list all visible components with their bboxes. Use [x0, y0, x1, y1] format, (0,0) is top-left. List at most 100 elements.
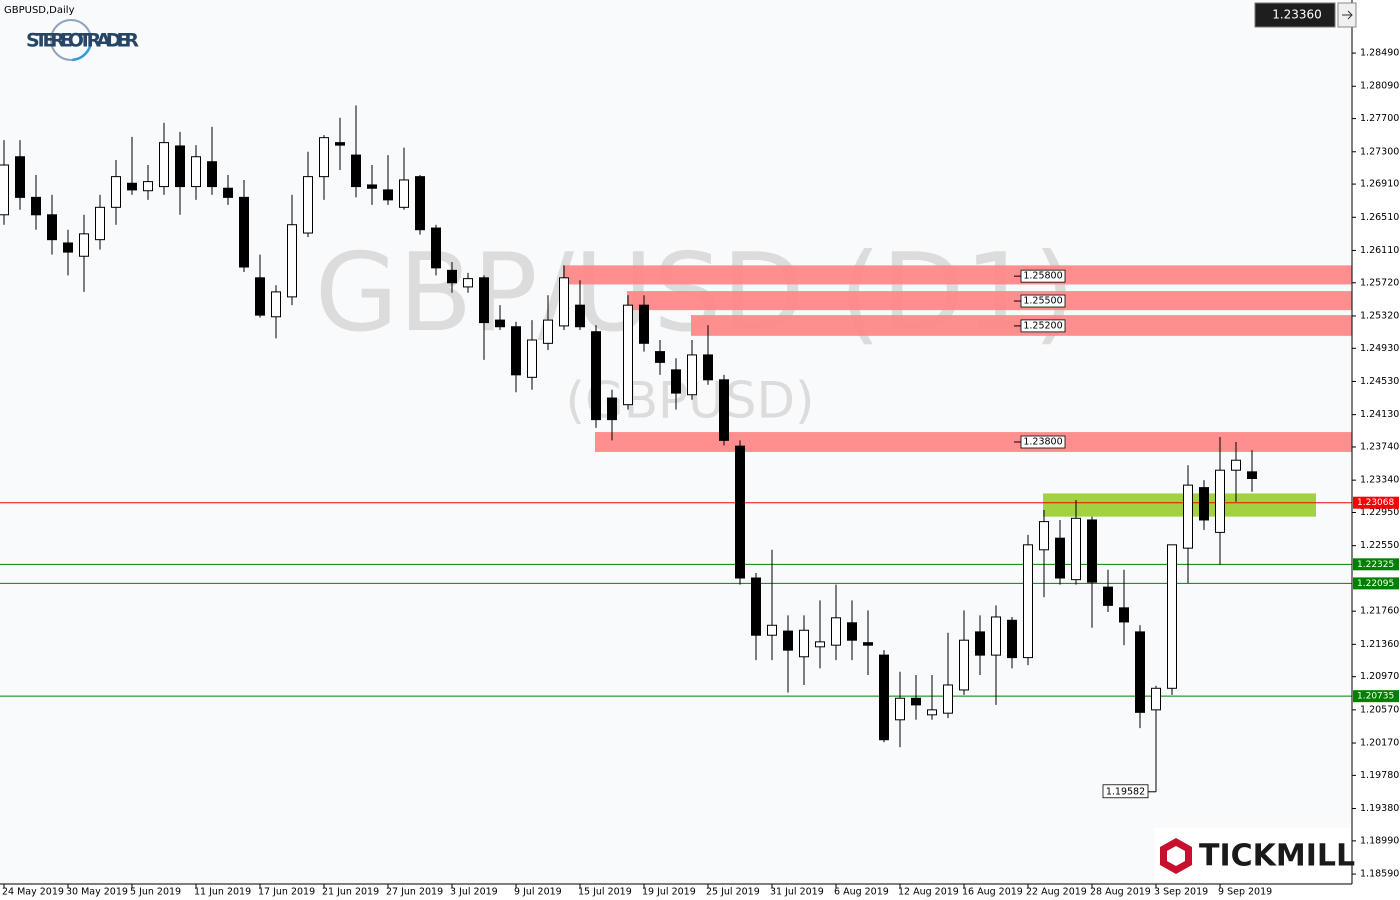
x-tick-label: 11 Jun 2019 [194, 887, 251, 898]
level-label: 1.20735 [1357, 692, 1394, 702]
y-tick-label: 1.23740 [1360, 441, 1399, 452]
candle-body [527, 339, 537, 378]
candle-body [1103, 586, 1113, 606]
candle-body [31, 196, 41, 216]
y-tick-label: 1.22950 [1360, 507, 1399, 518]
candle-body [335, 142, 345, 146]
x-tick-label: 19 Jul 2019 [642, 887, 696, 898]
zone-label: 1.23800 [1023, 437, 1062, 448]
y-tick-label: 1.21760 [1360, 606, 1399, 617]
zone [1043, 493, 1316, 517]
candle-body [479, 277, 489, 324]
candle-body [799, 629, 809, 658]
candle-body [415, 176, 425, 231]
x-tick-label: 31 Jul 2019 [770, 887, 824, 898]
y-tick-label: 1.26110 [1360, 245, 1399, 256]
candle-body [399, 179, 409, 208]
candle-body [367, 184, 377, 189]
candle-body [943, 684, 953, 714]
zone-label-box [1020, 294, 1066, 308]
candle-body [719, 379, 729, 441]
candle-body [191, 156, 201, 188]
candle-body [1039, 521, 1049, 551]
candle-body [575, 304, 585, 328]
x-tick-label: 3 Jul 2019 [450, 887, 498, 898]
candle-body [959, 639, 969, 691]
level-badge [1353, 577, 1399, 590]
y-tick-label: 1.19380 [1360, 803, 1399, 814]
logo-text: STEREOTRADER [26, 30, 139, 52]
candle-body [63, 242, 73, 253]
y-tick-label: 1.27700 [1360, 113, 1399, 124]
x-tick-label: 28 Aug 2019 [1090, 887, 1151, 898]
y-tick-label: 1.24930 [1360, 343, 1399, 354]
candle-body [287, 224, 297, 298]
y-tick-label: 1.20970 [1360, 671, 1399, 682]
candle-body [783, 630, 793, 651]
candle-body [1231, 459, 1241, 471]
candle-body [927, 709, 937, 716]
y-tick-label: 1.27300 [1360, 146, 1399, 157]
candle-body [175, 145, 185, 188]
candle-body [1071, 517, 1081, 581]
x-tick-label: 9 Jul 2019 [514, 887, 562, 898]
candle-body [463, 278, 473, 288]
y-tick-label: 1.20570 [1360, 704, 1399, 715]
x-tick-label: 3 Sep 2019 [1154, 887, 1208, 898]
price-box [1254, 2, 1336, 28]
y-tick-label: 1.19780 [1360, 770, 1399, 781]
y-tick-label: 1.23340 [1360, 475, 1399, 486]
symbol-label: GBPUSD,Daily [4, 5, 75, 16]
y-tick-label: 1.21360 [1360, 639, 1399, 650]
tickmill-logo: TICKMILL [1155, 828, 1355, 882]
candle-body [0, 164, 9, 216]
candle-body [95, 206, 105, 241]
x-tick-label: 21 Jun 2019 [322, 887, 379, 898]
candle-body [127, 182, 137, 191]
candle-body [511, 326, 521, 376]
candle-body [703, 354, 713, 381]
candle-body [1135, 631, 1145, 713]
y-tick-label: 1.25720 [1360, 277, 1399, 288]
candle-body [975, 631, 985, 656]
y-tick-label: 1.24530 [1360, 376, 1399, 387]
zone [563, 265, 1352, 285]
level-badge [1353, 558, 1399, 571]
level-label: 1.22325 [1357, 560, 1394, 570]
x-tick-label: 12 Aug 2019 [898, 887, 959, 898]
candle-body [1215, 469, 1225, 533]
y-tick-label: 1.18990 [1360, 835, 1399, 846]
levels [0, 502, 1352, 697]
candle-body [47, 214, 57, 241]
y-tick-label: 1.28490 [1360, 48, 1399, 59]
level-label: 1.23068 [1357, 498, 1394, 508]
candle-body [655, 351, 665, 363]
candles [0, 105, 1257, 792]
candle-body [1087, 519, 1097, 583]
price-button-icon [1342, 10, 1353, 20]
x-tick-label: 16 Aug 2019 [962, 887, 1023, 898]
candle-body [639, 304, 649, 344]
candle-body [767, 624, 777, 636]
candle-body [15, 156, 25, 198]
candle-body [223, 187, 233, 198]
candle-body [271, 291, 281, 318]
y-tick-label: 1.28090 [1360, 81, 1399, 92]
x-tick-label: 6 Aug 2019 [834, 887, 889, 898]
candle-body [607, 397, 617, 421]
y-tick-label: 1.26910 [1360, 179, 1399, 190]
zone-label: 1.25200 [1023, 320, 1062, 331]
zone-label-box [1020, 319, 1066, 333]
candle-body [815, 641, 825, 648]
stereotrader-logo: STEREOTRADER [26, 18, 140, 62]
candle-body [319, 137, 329, 178]
candle-body [159, 142, 169, 188]
low-label: 1.19582 [1106, 786, 1145, 797]
candle-body [255, 277, 265, 316]
level-badge [1353, 690, 1399, 703]
candle-body [431, 227, 441, 269]
x-tick-label: 25 Jul 2019 [706, 887, 760, 898]
y-tick-label: 1.24130 [1360, 409, 1399, 420]
